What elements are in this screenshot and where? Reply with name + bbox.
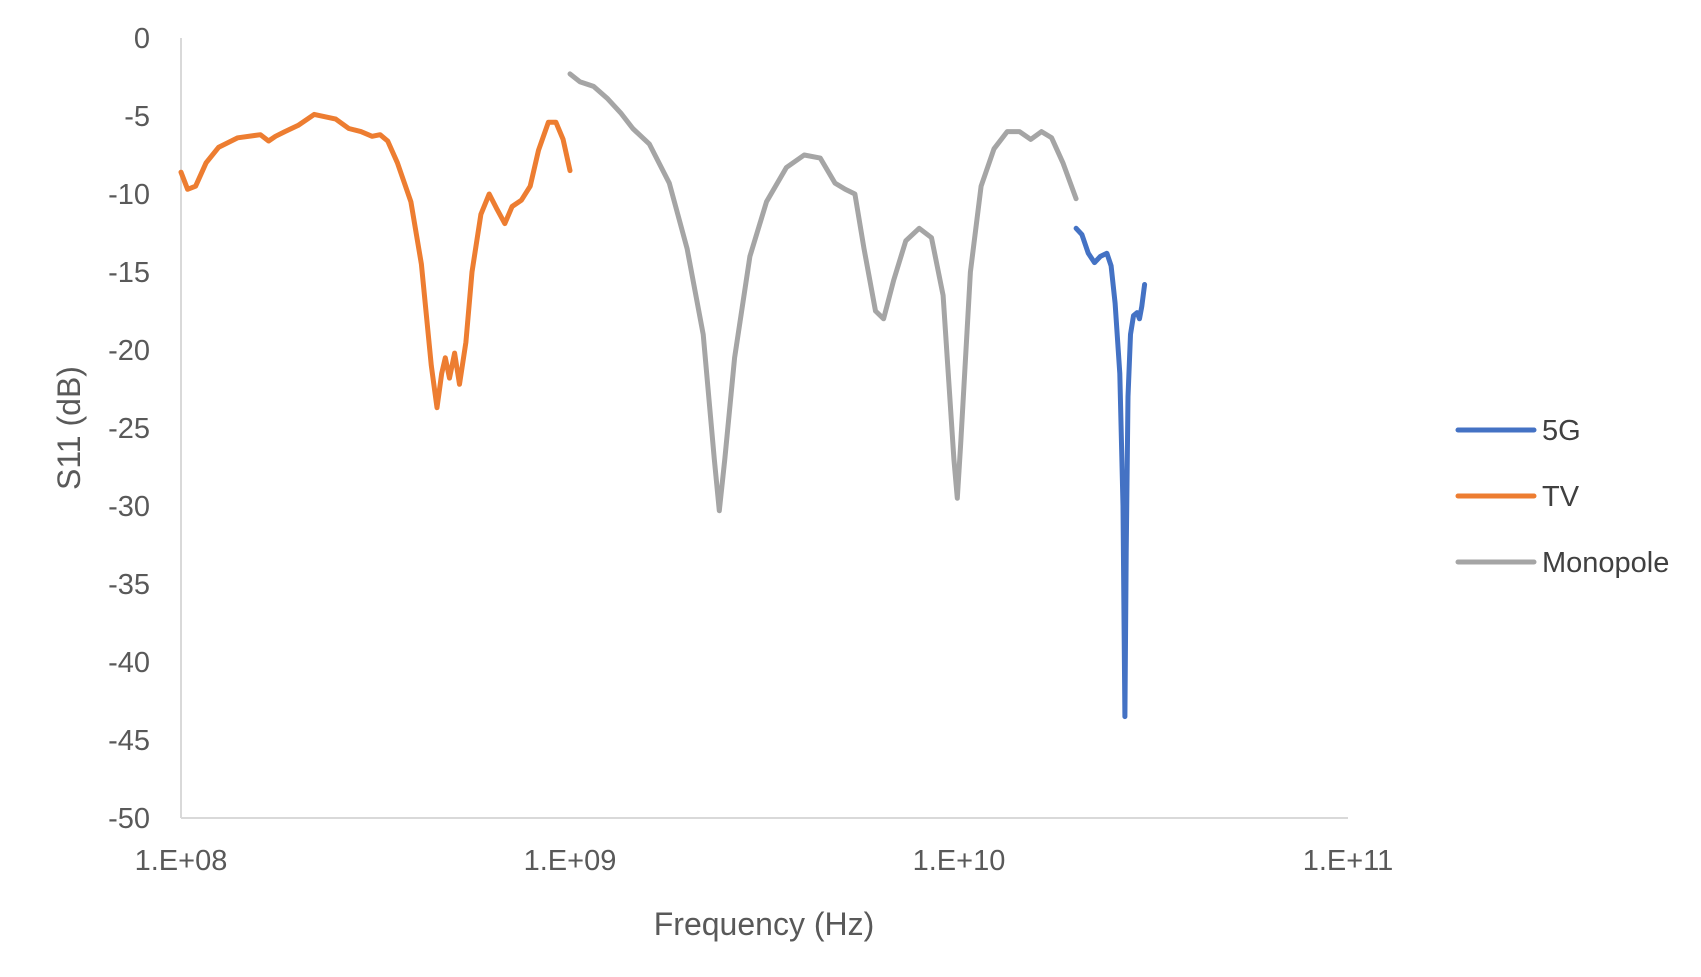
- y-tick-label: -15: [108, 257, 150, 289]
- series-line-tv: [178, 111, 573, 411]
- x-tick-label: 1.E+10: [913, 845, 1006, 877]
- legend-label-monopole: Monopole: [1542, 547, 1669, 579]
- y-tick-label: -45: [108, 725, 150, 757]
- y-tick-label: -50: [108, 803, 150, 835]
- y-tick-label: -20: [108, 335, 150, 367]
- plot-area: 0-5-10-15-20-25-30-35-40-45-50 1.E+08 1.E…: [108, 23, 1393, 877]
- y-tick-label: 0: [134, 23, 150, 55]
- x-tick-label: 1.E+11: [1303, 845, 1394, 877]
- series-lines: [178, 71, 1148, 720]
- x-tick-labels: 1.E+08 1.E+09 1.E+10 1.E+11: [135, 845, 1394, 877]
- y-tick-labels: 0 -5 -10 -15 -20 -25 -30 -35 -40 -45 -50: [108, 23, 150, 835]
- x-axis-title: Frequency (Hz): [654, 906, 875, 942]
- series-line-5g: [1073, 225, 1148, 720]
- x-tick-label: 1.E+08: [135, 845, 228, 877]
- legend-label-5g: 5G: [1542, 415, 1581, 447]
- x-tick-label: 1.E+09: [524, 845, 617, 877]
- legend-label-tv: TV: [1542, 481, 1580, 513]
- y-tick-label: -30: [108, 491, 150, 523]
- series-line-monopole: [567, 71, 1079, 514]
- y-tick-label: -5: [124, 101, 150, 133]
- y-tick-label: -10: [108, 179, 150, 211]
- y-tick-label: -40: [108, 647, 150, 679]
- y-axis-title: S11 (dB): [51, 366, 87, 490]
- y-tick-label: -25: [108, 413, 150, 445]
- y-tick-label: -35: [108, 569, 150, 601]
- legend: 5G TV Monopole: [1455, 415, 1669, 579]
